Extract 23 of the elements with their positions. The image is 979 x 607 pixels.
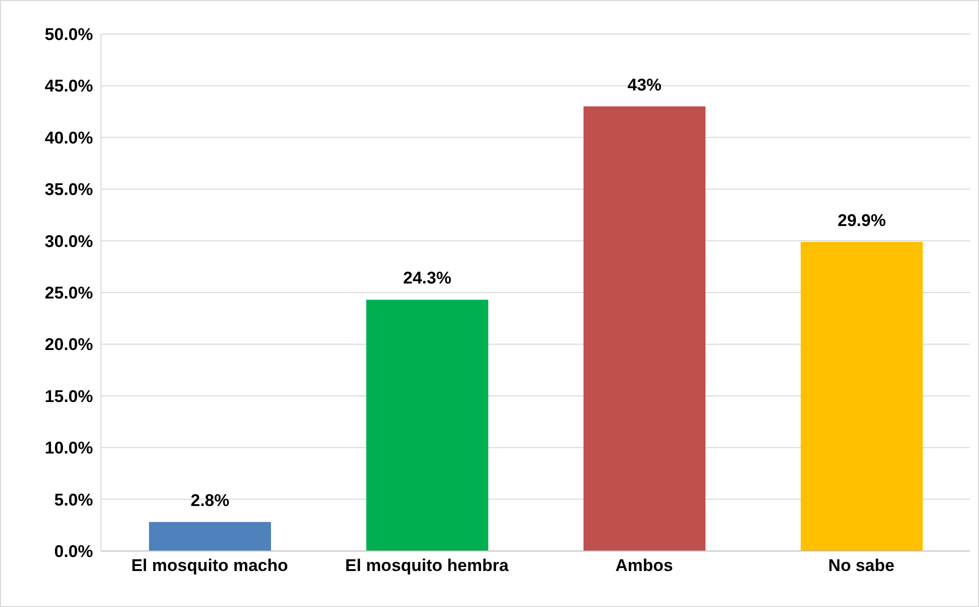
- data-label: 2.8%: [190, 491, 230, 510]
- x-tick-label: El mosquito macho: [131, 556, 288, 576]
- y-tick-label: 35.0%: [44, 180, 93, 200]
- y-tick-label: 15.0%: [44, 386, 93, 406]
- y-tick-label: 50.0%: [44, 25, 93, 44]
- y-tick-label: 25.0%: [44, 284, 93, 303]
- y-tick-label: 45.0%: [44, 76, 93, 96]
- x-tick-label: El mosquito hembra: [345, 556, 510, 576]
- y-tick-label: 20.0%: [44, 335, 93, 354]
- y-tick-label: 10.0%: [44, 438, 93, 458]
- x-tick-label: No sabe: [828, 556, 894, 576]
- data-label: 29.9%: [838, 210, 886, 230]
- data-label: 43%: [627, 75, 662, 94]
- bar: [149, 522, 271, 551]
- y-tick-label: 40.0%: [44, 128, 93, 148]
- bar: [584, 106, 706, 551]
- y-tick-label: 0.0%: [54, 542, 93, 562]
- x-tick-label: Ambos: [615, 556, 673, 576]
- y-tick-label: 5.0%: [54, 490, 93, 510]
- bar: [800, 242, 923, 551]
- y-tick-label: 30.0%: [44, 232, 93, 251]
- bar: [366, 300, 488, 551]
- data-label: 24.3%: [403, 268, 452, 288]
